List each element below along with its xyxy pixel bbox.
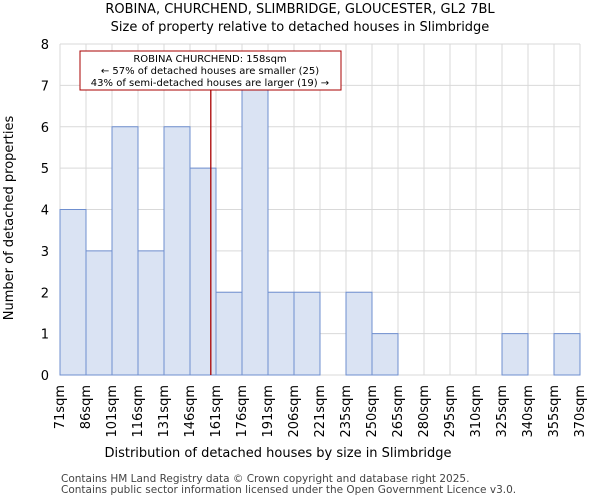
x-tick-label: 340sqm: [521, 385, 536, 438]
x-tick-label: 86sqm: [79, 385, 94, 429]
y-tick-label: 7: [41, 79, 49, 94]
bar: [241, 84, 269, 376]
y-axis-label: Number of detached properties: [2, 116, 17, 321]
x-tick-label: 131sqm: [157, 385, 172, 438]
annotation-line3: 43% of semi-detached houses are larger (…: [91, 78, 329, 89]
x-tick-label: 146sqm: [183, 385, 198, 438]
y-tick-label: 1: [41, 328, 49, 343]
bar: [59, 209, 87, 376]
x-tick-label: 370sqm: [573, 385, 588, 438]
x-tick-label: 325sqm: [495, 385, 510, 438]
bar: [189, 167, 217, 376]
bar: [293, 291, 321, 376]
bar: [345, 291, 373, 376]
x-tick-label: 116sqm: [131, 385, 146, 438]
bar: [267, 291, 295, 376]
y-tick-label: 5: [41, 162, 49, 177]
bar: [371, 333, 399, 376]
x-tick-label: 250sqm: [365, 385, 380, 438]
y-axis-ticks: 0 1 2 3 4 5 6 7 8: [41, 38, 49, 384]
x-tick-label: 310sqm: [469, 385, 484, 438]
x-axis-ticks: 71sqm 86sqm 101sqm 116sqm 131sqm 146sqm 161sqm…: [53, 385, 588, 438]
x-tick-label: 355sqm: [547, 385, 562, 438]
y-tick-label: 0: [41, 369, 49, 384]
bar: [501, 333, 529, 376]
footer-line2: Contains public sector information licen…: [61, 484, 516, 496]
x-tick-label: 280sqm: [417, 385, 432, 438]
x-tick-label: 235sqm: [339, 385, 354, 438]
bar: [111, 126, 139, 376]
x-tick-label: 221sqm: [313, 385, 328, 438]
x-tick-label: 71sqm: [53, 385, 68, 429]
y-tick-label: 2: [41, 286, 49, 301]
bar: [85, 250, 113, 376]
x-tick-label: 176sqm: [235, 385, 250, 438]
bar: [553, 333, 581, 376]
annotation-box: ROBINA CHURCHEND: 158sqm ← 57% of detach…: [79, 50, 342, 91]
annotation-line2: ← 57% of detached houses are smaller (25…: [101, 66, 319, 77]
bar: [137, 250, 165, 376]
bars: [59, 84, 581, 376]
x-tick-label: 161sqm: [209, 385, 224, 438]
x-tick-label: 295sqm: [443, 385, 458, 438]
chart-title-line1: ROBINA, CHURCHEND, SLIMBRIDGE, GLOUCESTE…: [105, 2, 495, 17]
bar: [163, 126, 191, 376]
annotation-line1: ROBINA CHURCHEND: 158sqm: [133, 54, 286, 65]
x-axis-label: Distribution of detached houses by size …: [104, 446, 451, 461]
x-tick-label: 191sqm: [261, 385, 276, 438]
annotation-border: [79, 50, 342, 91]
y-tick-label: 4: [41, 204, 49, 219]
y-tick-label: 8: [41, 38, 49, 53]
y-tick-label: 6: [41, 121, 49, 136]
footer-line1: Contains HM Land Registry data © Crown c…: [61, 473, 469, 485]
x-tick-label: 101sqm: [105, 385, 120, 438]
bar: [215, 291, 243, 376]
y-tick-label: 3: [41, 245, 49, 260]
gridlines: [59, 43, 581, 376]
chart-title-line2: Size of property relative to detached ho…: [111, 20, 490, 35]
x-tick-label: 265sqm: [391, 385, 406, 438]
x-tick-label: 206sqm: [287, 385, 302, 438]
